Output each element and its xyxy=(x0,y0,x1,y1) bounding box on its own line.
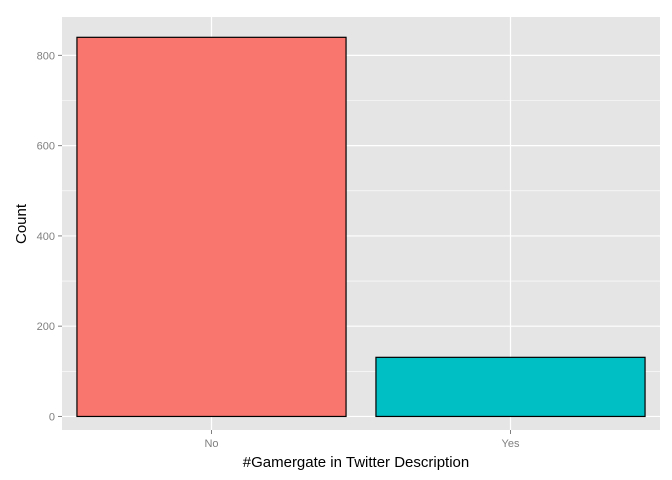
y-axis: 0 200 400 600 800 xyxy=(37,50,62,423)
x-tick-label: Yes xyxy=(502,438,520,450)
y-tick-label: 400 xyxy=(37,231,55,243)
y-axis-title: Count xyxy=(13,203,30,244)
x-axis: No Yes xyxy=(204,430,520,450)
y-tick-label: 0 xyxy=(49,411,55,423)
bar-no xyxy=(76,36,347,418)
y-tick-label: 600 xyxy=(37,141,55,153)
bar-yes xyxy=(375,356,646,418)
y-tick-label: 800 xyxy=(37,50,55,62)
bars xyxy=(76,36,646,418)
x-tick-label: No xyxy=(204,438,218,450)
y-tick-label: 200 xyxy=(37,321,55,333)
x-axis-title: #Gamergate in Twitter Description xyxy=(243,454,470,471)
